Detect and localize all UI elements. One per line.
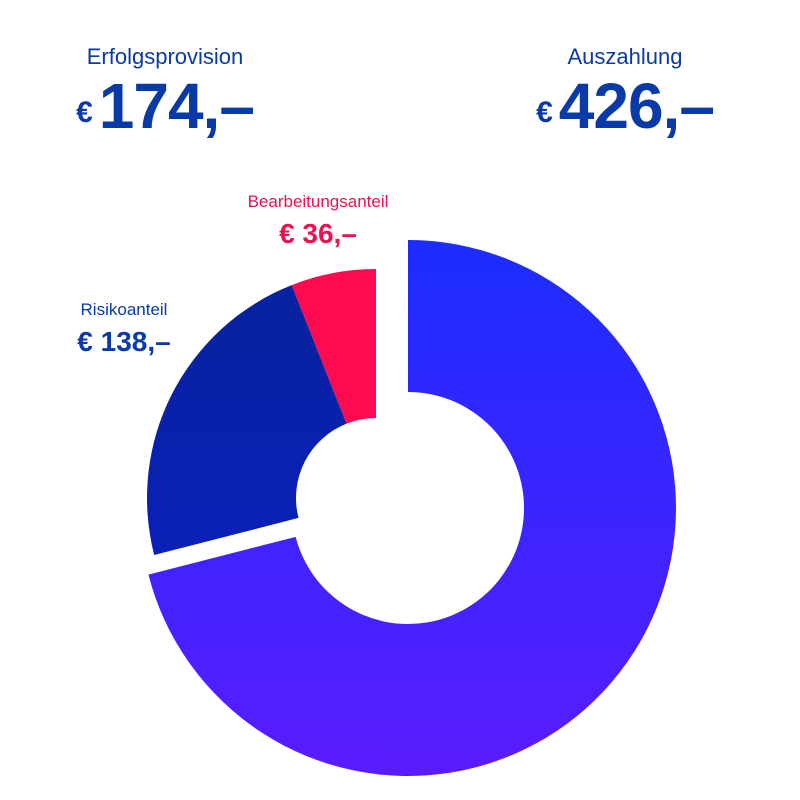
- auszahlung-slice: [148, 240, 677, 776]
- bearbeitungsanteil-slice: [291, 269, 376, 424]
- risikoanteil-name: Risikoanteil: [80, 300, 168, 319]
- erfolgsprovision-label: Erfolgsprovision: [86, 44, 244, 69]
- erfolgsprovision-amount: €174,–: [50, 74, 280, 138]
- auszahlung-block: Auszahlung €426,–: [510, 44, 740, 138]
- auszahlung-amount: €426,–: [510, 74, 740, 138]
- risikoanteil-value: € 138,–: [77, 326, 171, 357]
- erfolgsprovision-value: 174,–: [98, 70, 255, 142]
- currency-symbol: €: [536, 96, 553, 129]
- erfolgsprovision-block: Erfolgsprovision €174,–: [50, 44, 280, 138]
- auszahlung-value: 426,–: [558, 70, 715, 142]
- auszahlung-label: Auszahlung: [567, 44, 683, 69]
- risikoanteil-slice: [146, 285, 347, 555]
- bearbeitungsanteil-name: Bearbeitungsanteil: [247, 192, 389, 211]
- currency-symbol: €: [76, 96, 93, 129]
- bearbeitungsanteil-value: € 36,–: [279, 218, 357, 249]
- bearbeitungsanteil-label: Bearbeitungsanteil € 36,–: [232, 192, 404, 250]
- risikoanteil-label: Risikoanteil € 138,–: [64, 300, 184, 358]
